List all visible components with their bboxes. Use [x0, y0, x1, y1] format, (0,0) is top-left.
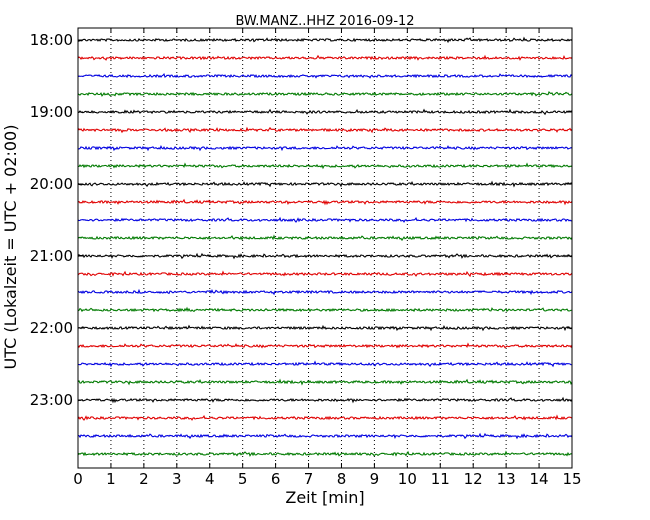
trace-0: [77, 36, 573, 44]
x-tick-label-10: 10: [398, 470, 417, 488]
y-tick-label-3: 21:00: [30, 247, 73, 265]
x-tick-label-9: 9: [370, 470, 380, 488]
trace-10: [77, 216, 573, 223]
plot-frame: [77, 27, 573, 469]
y-tick-label-0: 18:00: [30, 31, 73, 49]
x-tick-label-8: 8: [337, 470, 347, 488]
x-axis-ticks: 0 1 2 3 4 5 6 7 8 9 10 11 12 13 14 15: [73, 28, 582, 488]
y-tick-label-2: 20:00: [30, 175, 73, 193]
y-axis-label: UTC (Lokalzeit = UTC + 02:00): [1, 125, 20, 370]
x-tick-label-11: 11: [431, 470, 450, 488]
x-tick-label-6: 6: [271, 470, 281, 488]
trace-16: [77, 324, 573, 332]
x-tick-label-14: 14: [530, 470, 549, 488]
y-axis-ticks: 18:00 19:00 20:00 21:00 22:00 23:00: [30, 31, 572, 409]
trace-17: [77, 342, 573, 349]
x-tick-label-7: 7: [304, 470, 314, 488]
trace-21: [77, 414, 573, 421]
trace-20: [77, 396, 573, 404]
trace-2: [77, 72, 573, 79]
trace-3: [77, 90, 573, 97]
trace-lines: [77, 36, 573, 457]
trace-12: [77, 252, 573, 260]
y-tick-label-4: 22:00: [30, 319, 73, 337]
trace-7: [77, 162, 573, 170]
x-tick-label-13: 13: [497, 470, 516, 488]
trace-9: [77, 198, 573, 206]
x-tick-label-0: 0: [73, 470, 83, 488]
x-tick-label-2: 2: [139, 470, 149, 488]
trace-4: [77, 108, 573, 116]
trace-11: [77, 234, 573, 242]
x-tick-label-3: 3: [172, 470, 182, 488]
grid-lines: [110, 28, 540, 468]
trace-15: [77, 306, 573, 313]
trace-6: [77, 145, 573, 152]
y-tick-label-1: 19:00: [30, 103, 73, 121]
trace-22: [77, 432, 573, 440]
x-tick-label-12: 12: [464, 470, 483, 488]
y-tick-label-5: 23:00: [30, 391, 73, 409]
x-tick-label-15: 15: [562, 470, 581, 488]
trace-23: [77, 450, 573, 457]
trace-14: [77, 288, 573, 296]
x-tick-label-1: 1: [106, 470, 116, 488]
trace-18: [77, 360, 573, 368]
trace-1: [77, 54, 573, 61]
trace-5: [77, 126, 573, 134]
chart-title: BW.MANZ..HHZ 2016-09-12: [235, 14, 414, 29]
x-axis-label: Zeit [min]: [285, 488, 364, 507]
trace-13: [77, 270, 573, 278]
trace-19: [77, 378, 573, 386]
x-tick-label-4: 4: [205, 470, 215, 488]
trace-8: [77, 180, 573, 188]
x-tick-label-5: 5: [238, 470, 248, 488]
